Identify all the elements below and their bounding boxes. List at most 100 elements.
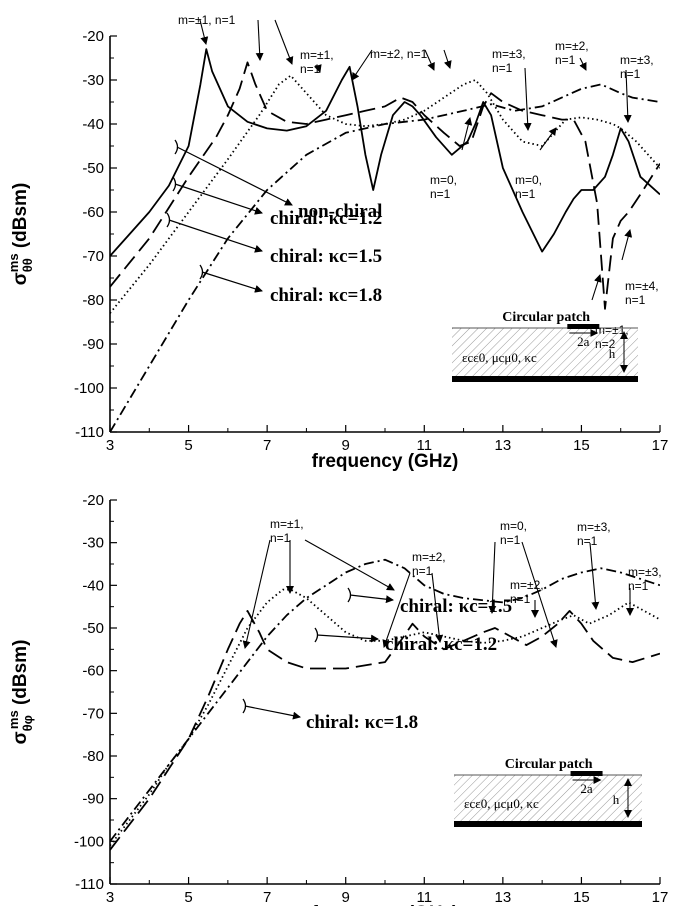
y-tick-label: -30 (82, 535, 104, 552)
legend-entry: non-chiral (174, 139, 382, 222)
legend-label: chiral: κc=1.5 (400, 596, 512, 617)
mode-annotation-arrow (579, 57, 587, 71)
series-line-dashdot (110, 83, 660, 432)
series-line-solid (110, 48, 660, 257)
mode-annotation-text: m=0, (515, 173, 542, 187)
mode-annotation-arrow (274, 19, 294, 65)
mode-annotation-arrow (431, 572, 444, 643)
y-tick-label: -90 (82, 791, 104, 808)
legend-label: chiral: κc=1.2 (270, 208, 382, 229)
y-axis-title-unit: (dBsm) (10, 183, 31, 254)
mode-annotation-text: n=1 (270, 531, 291, 545)
y-tick-label: -40 (82, 577, 104, 594)
mode-annotation-text: n=1 (300, 62, 321, 76)
y-tick-label: -110 (75, 876, 104, 893)
x-axis-title: frequency (GHz) (312, 451, 459, 472)
substrate (452, 328, 638, 376)
substrate (454, 775, 642, 821)
mode-annotation-arrow (521, 541, 558, 648)
legend-arrow (176, 146, 293, 206)
mode-annotation-arrow (591, 274, 602, 301)
inset-title: Circular patch (502, 310, 590, 325)
mode-annotation-arrow (443, 49, 452, 69)
y-tick-label: -110 (75, 424, 104, 441)
y-axis-title-sub: θθ (20, 258, 35, 272)
series-line-dashdot (110, 558, 660, 842)
y-tick-label: -90 (82, 336, 104, 353)
y-tick-label: -60 (82, 204, 104, 221)
legend-label: non-chiral (298, 201, 382, 222)
mode-annotation: m=±2,n=1 (555, 39, 589, 71)
legend-entry: chiral: κc=1.2 (314, 627, 497, 655)
legend-label: chiral: κc=1.5 (270, 246, 382, 267)
legend-arrow (174, 183, 263, 215)
y-tick-label: -70 (82, 248, 104, 265)
mode-annotation-arrow (461, 117, 473, 151)
x-tick-label: 11 (416, 437, 432, 454)
mode-annotation-arrow (621, 229, 633, 261)
legend-label: chiral: κc=1.8 (306, 712, 418, 733)
x-tick-label: 9 (342, 437, 350, 454)
mode-annotation-text: n=1 (625, 293, 646, 307)
mode-annotation-arrow (539, 127, 557, 151)
x-tick-label: 9 (342, 889, 350, 906)
x-tick-label: 13 (495, 889, 512, 906)
y-tick-label: -80 (82, 292, 104, 309)
mode-annotation: m=±1,n=1 (242, 517, 395, 649)
mode-annotation-text: m=±2, (412, 550, 446, 564)
circular-patch (570, 771, 603, 776)
y-tick-label: -70 (82, 705, 104, 722)
mode-annotation-text: m=±1, n=1 (178, 13, 236, 27)
mode-annotation-text: n=1 (577, 534, 598, 548)
legend-label: chiral: κc=1.2 (385, 634, 497, 655)
x-tick-label: 5 (184, 437, 192, 454)
ground-plane (454, 821, 642, 827)
x-tick-label: 17 (652, 889, 669, 906)
legend-label: chiral: κc=1.8 (270, 285, 382, 306)
y-axis-title-symbol: σ (10, 272, 31, 285)
patch-diameter-label: 2a (577, 334, 590, 349)
mode-annotation: m=0,n=1 (515, 127, 557, 201)
mode-annotation-text: n=1 (620, 67, 641, 81)
x-tick-label: 13 (495, 437, 512, 454)
mode-annotation-text: n=1 (515, 187, 536, 201)
mode-annotation: m=±2, n=1 (351, 47, 452, 81)
legend-entry: chiral: κc=1.8 (242, 698, 418, 733)
mode-annotation-arrow (255, 19, 264, 61)
mode-annotation-text: m=±2, (555, 39, 589, 53)
legend-arrow (168, 219, 263, 253)
circular-patch (567, 324, 600, 329)
mode-annotation-text: n=1 (628, 579, 649, 593)
x-axis-title: frequency (GHz) (312, 903, 459, 906)
mode-annotation-text: m=0, (430, 173, 457, 187)
height-label: h (609, 346, 616, 361)
mode-annotation-text: n=1 (555, 53, 576, 67)
mode-annotation-text: n=1 (412, 564, 433, 578)
x-tick-label: 3 (106, 437, 114, 454)
mode-annotation: m=0,n=1 (430, 117, 473, 201)
mode-annotation-arrow (351, 49, 373, 81)
x-tick-label: 7 (263, 437, 271, 454)
mode-annotation-text: m=±2, n=1 (370, 47, 428, 61)
mode-annotation-text: n=1 (430, 187, 451, 201)
mode-annotation-text: n=1 (492, 61, 513, 75)
mode-annotation-text: m=±1, (300, 48, 334, 62)
legend-arrow (244, 705, 301, 720)
mode-annotation-text: n=1 (510, 592, 531, 606)
y-tick-label: -50 (82, 620, 104, 637)
material-label: εcε0, μcμ0, κc (464, 796, 539, 811)
mode-annotation-arrow (242, 539, 271, 649)
mode-annotation-arrow (424, 49, 435, 71)
y-tick-label: -40 (82, 116, 104, 133)
mode-annotation: m=±1,n=1 (300, 48, 334, 76)
x-tick-label: 15 (573, 437, 590, 454)
mode-annotation-arrow (623, 69, 632, 123)
geometry-inset: Circular patch 2a h εcε0, μcμ0, κc (452, 310, 638, 382)
y-tick-label: -20 (82, 492, 104, 509)
mode-annotation-arrow (382, 572, 411, 648)
legend-entry: chiral: κc=1.2 (172, 176, 382, 229)
y-tick-label: -50 (82, 160, 104, 177)
y-axis-title-sup: ms (6, 710, 21, 729)
